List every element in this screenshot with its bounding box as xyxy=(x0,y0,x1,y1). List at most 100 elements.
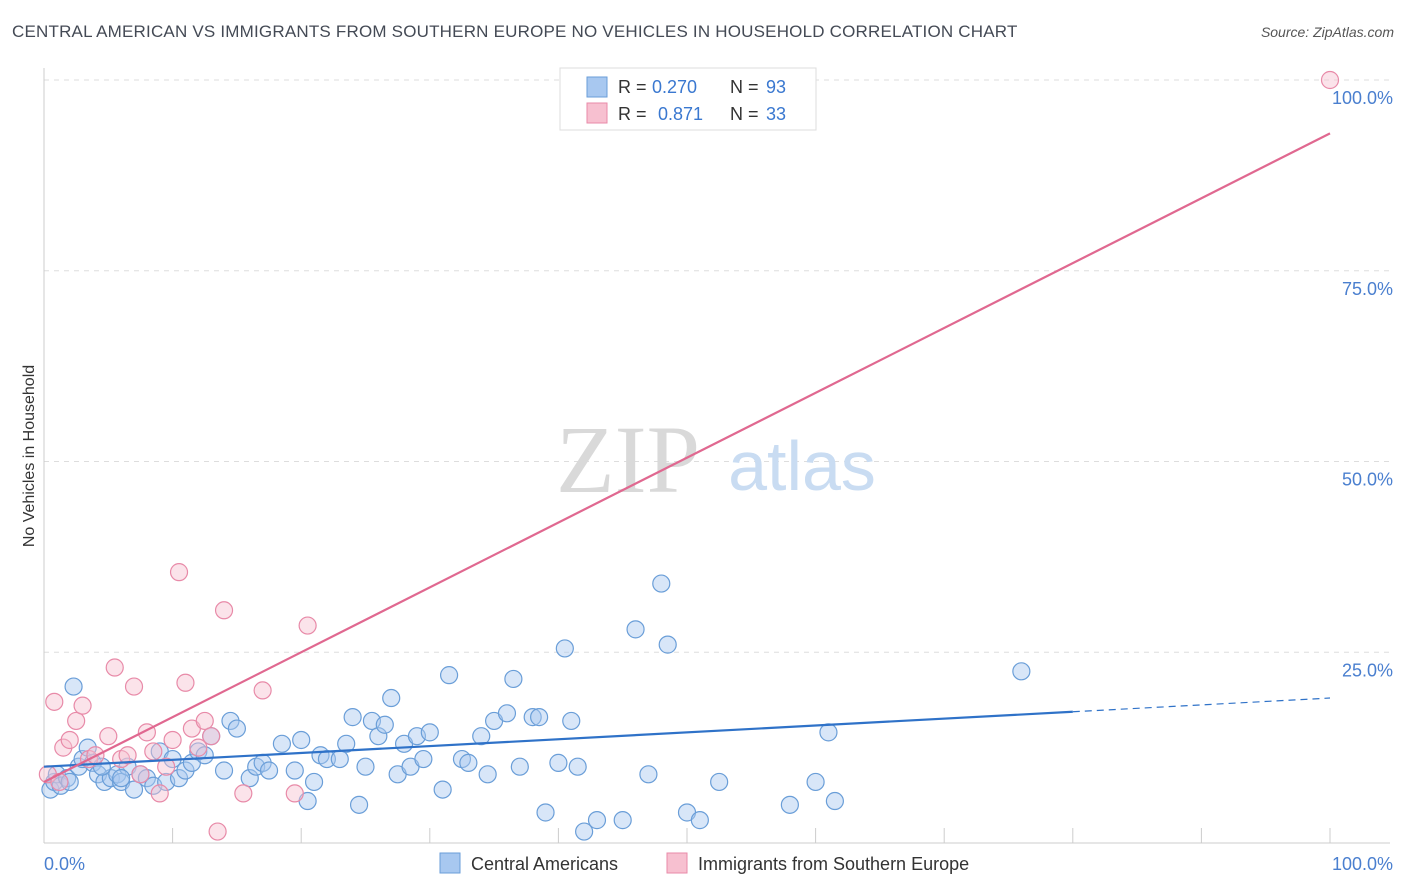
point-central-americans-45 xyxy=(349,795,369,814)
legend-swatch-blue xyxy=(586,76,608,98)
point-southern-europe-4 xyxy=(60,730,79,750)
source-credit: Source: ZipAtlas.com xyxy=(1260,24,1394,40)
point-central-americans-74 xyxy=(575,822,594,841)
point-central-americans-29 xyxy=(221,711,240,731)
point-central-americans-89 xyxy=(112,769,131,788)
point-central-americans-75 xyxy=(587,811,607,830)
bottom-legend-swatch-pink xyxy=(666,852,688,874)
point-southern-europe-6 xyxy=(73,696,92,715)
point-southern-europe-18 xyxy=(157,757,176,776)
point-central-americans-30 xyxy=(227,719,246,738)
trend-southern-europe xyxy=(43,132,1331,783)
legend-swatch-pink xyxy=(586,102,608,124)
point-central-americans-34 xyxy=(259,761,279,780)
point-central-americans-67 xyxy=(523,708,542,727)
bottom-legend-swatch-blue xyxy=(439,852,461,874)
legend-r-value-pink: 0.871 xyxy=(658,104,703,124)
point-southern-europe-14 xyxy=(131,765,150,784)
legend-n-label-blue: N = xyxy=(730,77,759,97)
point-central-americans-16 xyxy=(124,780,144,799)
point-central-americans-43 xyxy=(337,734,356,753)
point-central-americans-37 xyxy=(292,730,311,750)
point-central-americans-55 xyxy=(414,749,433,769)
point-southern-europe-12 xyxy=(118,746,137,765)
point-southern-europe-24 xyxy=(195,711,214,731)
point-southern-europe-13 xyxy=(124,677,144,696)
point-central-americans-64 xyxy=(497,704,517,723)
point-central-americans-46 xyxy=(356,757,375,776)
legend-r-label-pink: R = xyxy=(618,104,647,124)
point-southern-europe-19 xyxy=(163,730,182,750)
watermark: ZIP atlas xyxy=(556,406,876,513)
tick-labels: 25.0% 50.0% 75.0% 100.0% 0.0% 100.0% xyxy=(44,88,1393,874)
point-central-americans-57 xyxy=(433,780,452,799)
point-southern-europe-10 xyxy=(105,658,124,677)
point-southern-europe-3 xyxy=(54,738,73,757)
point-central-americans-71 xyxy=(555,639,574,658)
point-southern-europe-29 xyxy=(253,681,272,700)
y-axis-title: No Vehicles in Household xyxy=(21,365,38,547)
gridlines xyxy=(44,79,1390,653)
y-tick-label-0: 25.0% xyxy=(1342,660,1393,680)
point-central-americans-5 xyxy=(64,677,83,696)
point-central-americans-92 xyxy=(195,746,214,765)
point-central-americans-61 xyxy=(472,727,491,746)
point-central-americans-72 xyxy=(562,711,581,731)
point-central-americans-84 xyxy=(780,795,799,814)
bottom-legend-label-blue: Central Americans xyxy=(471,854,618,874)
point-central-americans-77 xyxy=(626,620,645,639)
point-southern-europe-5 xyxy=(67,711,86,731)
trend-lines xyxy=(43,132,1331,783)
point-southern-europe-20 xyxy=(169,563,189,582)
point-central-americans-88 xyxy=(1012,662,1031,681)
series-southern-europe xyxy=(38,70,1340,841)
point-central-americans-87 xyxy=(825,791,844,811)
point-central-americans-69 xyxy=(536,803,555,822)
point-central-americans-58 xyxy=(439,666,459,685)
point-southern-europe-17 xyxy=(150,784,169,803)
axes xyxy=(43,68,1390,844)
point-southern-europe-9 xyxy=(99,727,118,746)
point-southern-europe-16 xyxy=(144,742,163,761)
point-central-americans-90 xyxy=(60,772,79,792)
point-central-americans-24 xyxy=(176,761,195,780)
watermark-zip: ZIP xyxy=(556,406,700,513)
point-central-americans-39 xyxy=(304,772,324,792)
point-central-americans-56 xyxy=(420,723,439,742)
point-southern-europe-27 xyxy=(214,601,234,620)
legend-r-label-blue: R = xyxy=(618,77,647,97)
point-southern-europe-1 xyxy=(45,692,64,711)
point-central-americans-35 xyxy=(272,734,292,753)
trend-central-americans-dashed xyxy=(1072,697,1331,713)
y-tick-label-2: 75.0% xyxy=(1342,279,1393,299)
point-central-americans-66 xyxy=(510,757,529,776)
point-central-americans-79 xyxy=(652,574,671,593)
point-central-americans-62 xyxy=(478,765,497,784)
point-southern-europe-32 xyxy=(1320,70,1340,90)
point-central-americans-36 xyxy=(285,761,304,780)
point-southern-europe-28 xyxy=(234,784,253,803)
point-central-americans-86 xyxy=(819,723,838,742)
x-tick-label-1: 100.0% xyxy=(1332,854,1393,874)
point-central-americans-82 xyxy=(690,811,709,830)
y-tick-label-1: 50.0% xyxy=(1342,470,1393,490)
point-southern-europe-25 xyxy=(202,727,221,746)
point-central-americans-65 xyxy=(504,669,523,689)
point-central-americans-70 xyxy=(549,753,568,772)
point-central-americans-42 xyxy=(330,749,349,769)
legend-n-value-blue: 93 xyxy=(766,77,786,97)
point-southern-europe-30 xyxy=(285,784,304,803)
chart-title: CENTRAL AMERICAN VS IMMIGRANTS FROM SOUT… xyxy=(12,22,1018,41)
point-central-americans-85 xyxy=(806,772,825,792)
point-central-americans-80 xyxy=(658,635,677,654)
bottom-legend-label-pink: Immigrants from Southern Europe xyxy=(698,854,969,874)
legend-n-label-pink: N = xyxy=(730,104,759,124)
point-central-americans-48 xyxy=(369,727,388,746)
point-southern-europe-21 xyxy=(176,673,195,692)
bottom-legend: Central Americans Immigrants from Southe… xyxy=(439,852,969,874)
point-central-americans-68 xyxy=(530,708,549,727)
top-legend: R = 0.270 N = 93 R = 0.871 N = 33 xyxy=(559,67,817,131)
point-central-americans-83 xyxy=(710,772,729,792)
point-central-americans-44 xyxy=(343,708,362,727)
x-tick-label-0: 0.0% xyxy=(44,854,85,874)
